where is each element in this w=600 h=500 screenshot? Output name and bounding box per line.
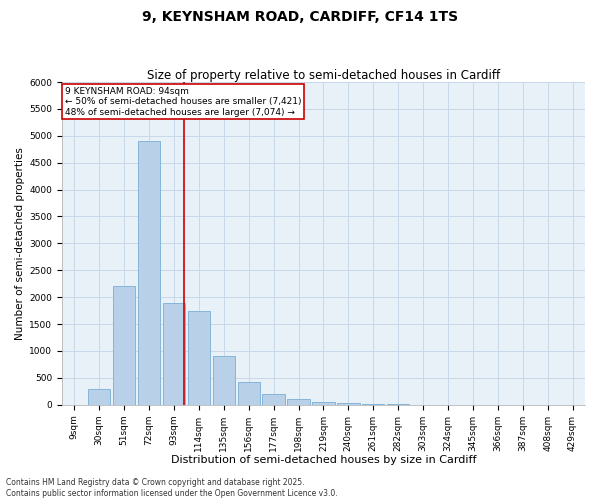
Bar: [113, 286, 136, 405]
Bar: [337, 403, 359, 404]
Text: 9, KEYNSHAM ROAD, CARDIFF, CF14 1TS: 9, KEYNSHAM ROAD, CARDIFF, CF14 1TS: [142, 10, 458, 24]
X-axis label: Distribution of semi-detached houses by size in Cardiff: Distribution of semi-detached houses by …: [170, 455, 476, 465]
Y-axis label: Number of semi-detached properties: Number of semi-detached properties: [15, 147, 25, 340]
Title: Size of property relative to semi-detached houses in Cardiff: Size of property relative to semi-detach…: [147, 69, 500, 82]
Bar: [262, 394, 285, 404]
Bar: [188, 310, 210, 404]
Bar: [238, 382, 260, 404]
Bar: [312, 402, 335, 404]
Bar: [88, 388, 110, 404]
Bar: [163, 302, 185, 404]
Text: 9 KEYNSHAM ROAD: 94sqm
← 50% of semi-detached houses are smaller (7,421)
48% of : 9 KEYNSHAM ROAD: 94sqm ← 50% of semi-det…: [65, 87, 301, 117]
Bar: [138, 141, 160, 405]
Text: Contains HM Land Registry data © Crown copyright and database right 2025.
Contai: Contains HM Land Registry data © Crown c…: [6, 478, 338, 498]
Bar: [287, 400, 310, 404]
Bar: [212, 356, 235, 405]
